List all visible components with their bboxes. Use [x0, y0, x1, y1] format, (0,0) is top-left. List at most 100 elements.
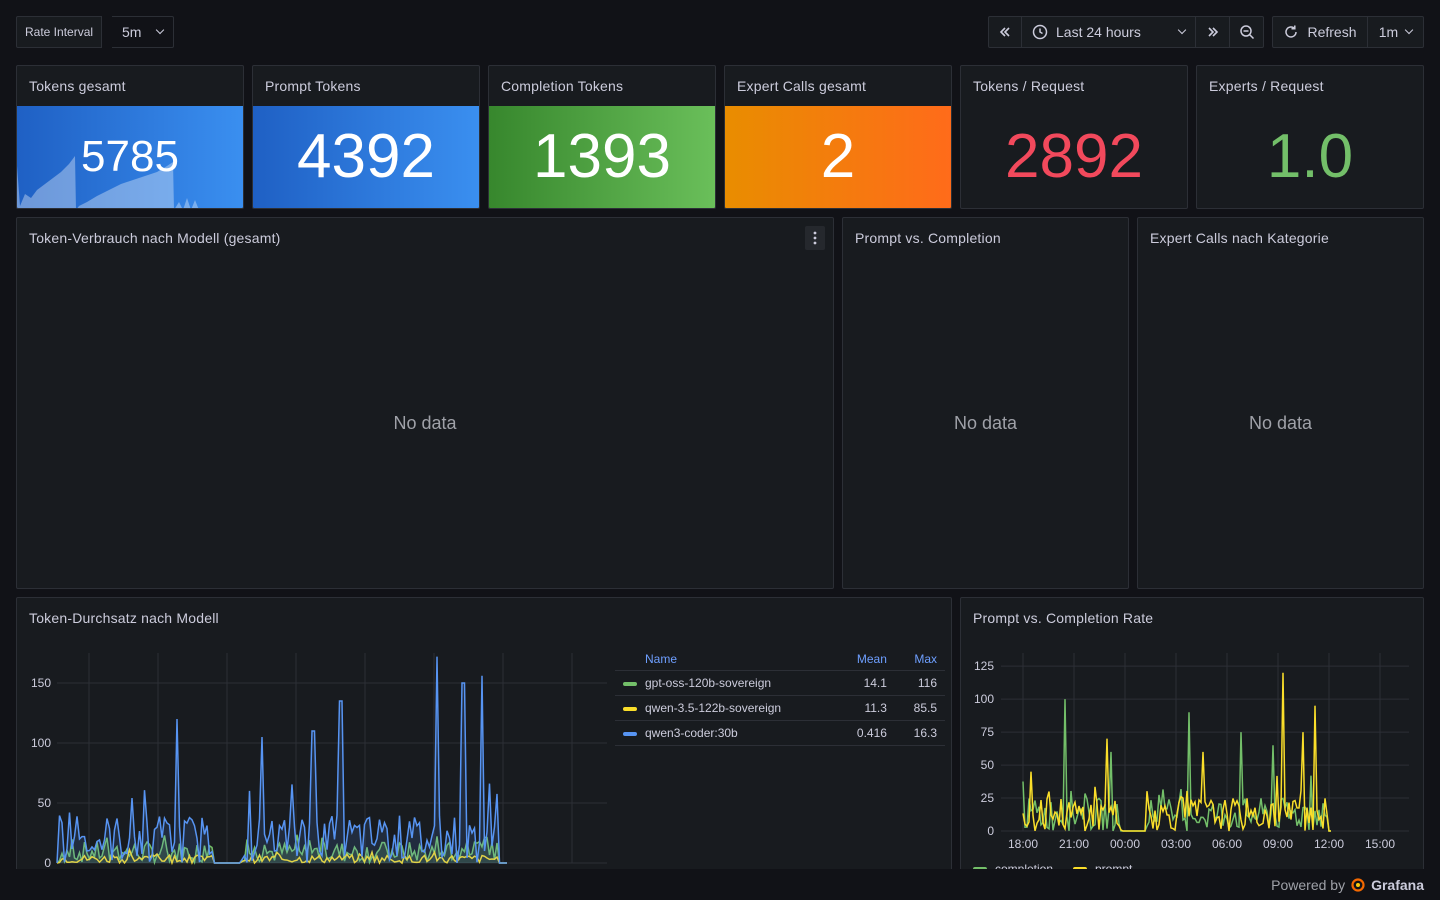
- no-data-message: No data: [953, 412, 1018, 433]
- series-line[interactable]: [56, 656, 507, 864]
- legend-series-name: gpt-oss-120b-sovereign: [645, 676, 772, 690]
- stat-panel-expert-calls[interactable]: Expert Calls gesamt 2: [724, 65, 952, 209]
- chevron-down-icon: [1177, 25, 1187, 35]
- kebab-menu-icon: [813, 231, 817, 245]
- series-line[interactable]: [1022, 672, 1331, 832]
- panel-title: Prompt vs. Completion: [855, 230, 1001, 246]
- panel-usage-by-model[interactable]: Token-Verbrauch nach Modell (gesamt) No …: [16, 217, 834, 589]
- panel-prompt-vs-completion[interactable]: Prompt vs. Completion No data: [842, 217, 1129, 589]
- time-range-picker[interactable]: Last 24 hours: [1022, 16, 1196, 48]
- legend-header-max[interactable]: Max: [894, 648, 945, 671]
- panel-title: Token-Verbrauch nach Modell (gesamt): [29, 230, 281, 246]
- panel-title: Expert Calls nach Kategorie: [1150, 230, 1329, 246]
- double-chevron-right-icon: [1207, 27, 1218, 37]
- panel-title: Tokens / Request: [973, 78, 1085, 94]
- stat-background: 2: [725, 106, 951, 208]
- stat-panel-tokens-per-request[interactable]: Tokens / Request 2892: [960, 65, 1188, 209]
- x-tick-label: 15:00: [1365, 837, 1395, 851]
- panel-title: Expert Calls gesamt: [737, 78, 867, 94]
- stat-panel-experts-per-request[interactable]: Experts / Request 1.0: [1196, 65, 1424, 209]
- time-forward-button[interactable]: [1196, 16, 1230, 48]
- refresh-interval-value: 1m: [1378, 24, 1399, 40]
- series-line[interactable]: [56, 847, 507, 866]
- y-tick-label: 25: [981, 791, 995, 805]
- time-picker: Last 24 hours: [988, 16, 1264, 48]
- double-chevron-left-icon: [999, 27, 1010, 37]
- powered-by[interactable]: Powered by Grafana: [1271, 877, 1424, 893]
- legend-max: 16.3: [894, 720, 945, 746]
- no-data-message: No data: [393, 412, 457, 433]
- y-tick-label: 100: [31, 736, 51, 750]
- stat-value: 5785: [81, 132, 179, 181]
- legend-mean: 0.416: [836, 720, 895, 746]
- legend-series-name: qwen-3.5-122b-sovereign: [645, 701, 782, 715]
- legend-max: 85.5: [894, 695, 945, 721]
- legend-mean: 14.1: [836, 670, 895, 696]
- dashboard-controls: Rate Interval 5m Last 24 hours Refresh 1…: [16, 16, 1424, 48]
- stat-background: 1.0: [1197, 106, 1423, 208]
- legend-max: 116: [894, 670, 945, 696]
- legend-mean: 11.3: [836, 695, 895, 721]
- time-back-button[interactable]: [988, 16, 1022, 48]
- time-range-label: Last 24 hours: [1056, 24, 1141, 40]
- y-tick-label: 100: [974, 692, 994, 706]
- stat-value: 2892: [1005, 122, 1143, 191]
- zoom-out-icon: [1239, 25, 1254, 40]
- y-tick-label: 0: [987, 824, 994, 838]
- refresh-interval-select[interactable]: 1m: [1368, 16, 1424, 48]
- grafana-logo-icon: [1351, 878, 1365, 892]
- legend-header-mean[interactable]: Mean: [836, 648, 895, 671]
- panel-expert-calls-by-category[interactable]: Expert Calls nach Kategorie No data: [1137, 217, 1424, 589]
- series-line[interactable]: [56, 834, 507, 866]
- chevron-down-icon: [1404, 25, 1414, 35]
- panel-title: Prompt vs. Completion Rate: [973, 610, 1154, 626]
- legend-row[interactable]: gpt-oss-120b-sovereign 14.1 116: [615, 670, 945, 696]
- throughput-chart[interactable]: 150 100 50 0: [17, 638, 617, 878]
- panel-token-throughput[interactable]: Token-Durchsatz nach Modell 150 100 50 0 Na…: [16, 597, 952, 887]
- x-tick-label: 00:00: [1110, 837, 1140, 851]
- stat-panel-completion-tokens[interactable]: Completion Tokens 1393: [488, 65, 716, 209]
- zoom-out-button[interactable]: [1230, 16, 1264, 48]
- y-tick-label: 125: [974, 659, 994, 673]
- stat-background: 1393: [489, 106, 715, 208]
- rate-chart[interactable]: 125 100 75 50 25 0 18:00 21:00 00:00 03:00 06:00 09…: [961, 638, 1421, 878]
- panel-prompt-completion-rate[interactable]: Prompt vs. Completion Rate 125 100 75 50 25 0…: [960, 597, 1424, 887]
- legend-header-name[interactable]: Name: [615, 648, 837, 671]
- stat-background: 4392: [253, 106, 479, 208]
- stat-background: 5785: [17, 106, 243, 208]
- legend-swatch: [623, 731, 637, 736]
- legend-row[interactable]: qwen-3.5-122b-sovereign 11.3 85.5: [615, 695, 945, 721]
- refresh-button[interactable]: Refresh: [1272, 16, 1368, 48]
- y-tick-label: 50: [38, 796, 52, 810]
- panel-title: Prompt Tokens: [265, 78, 361, 94]
- stat-value: 1.0: [1266, 122, 1354, 191]
- panel-title: Experts / Request: [1209, 78, 1324, 94]
- series-area: [57, 656, 507, 863]
- rate-interval-label: Rate Interval: [16, 16, 103, 48]
- refresh-picker: Refresh 1m: [1272, 16, 1424, 48]
- legend-swatch: [623, 706, 637, 711]
- legend-row[interactable]: qwen3-coder:30b 0.416 16.3: [615, 720, 945, 746]
- panel-menu-button[interactable]: [805, 226, 825, 250]
- stat-panel-tokens-total[interactable]: Tokens gesamt 5785: [16, 65, 244, 209]
- no-data-message: No data: [1248, 412, 1313, 433]
- legend-swatch: [623, 681, 637, 686]
- stat-value: 1393: [533, 122, 671, 191]
- stat-sparkline: [17, 156, 199, 208]
- stat-panel-prompt-tokens[interactable]: Prompt Tokens 4392: [252, 65, 480, 209]
- x-tick-label: 12:00: [1314, 837, 1344, 851]
- grafana-brand: Grafana: [1371, 877, 1424, 893]
- stat-value: 2: [820, 122, 856, 191]
- y-tick-label: 150: [31, 676, 51, 690]
- rate-interval-select[interactable]: 5m: [112, 16, 174, 48]
- y-tick-label: 0: [44, 856, 51, 870]
- rate-interval-value: 5m: [122, 24, 142, 40]
- x-tick-label: 09:00: [1263, 837, 1293, 851]
- footer: Powered by Grafana: [0, 869, 1440, 900]
- panel-title: Completion Tokens: [501, 78, 624, 94]
- x-tick-label: 03:00: [1161, 837, 1191, 851]
- throughput-legend: Name Mean Max gpt-oss-120b-sovereign 14.…: [615, 648, 945, 746]
- refresh-label: Refresh: [1307, 24, 1357, 40]
- powered-by-label: Powered by: [1271, 877, 1346, 893]
- x-tick-label: 18:00: [1008, 837, 1038, 851]
